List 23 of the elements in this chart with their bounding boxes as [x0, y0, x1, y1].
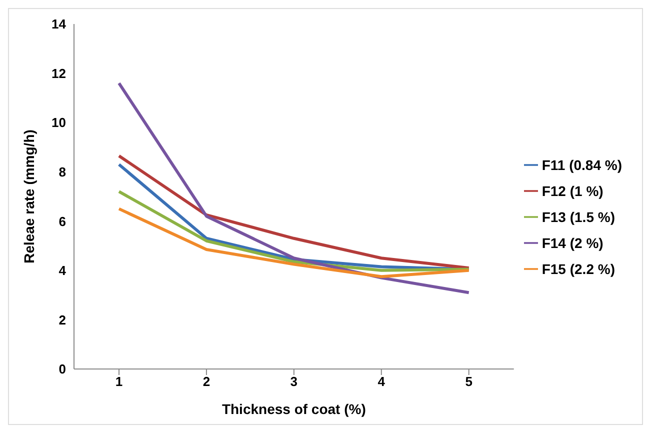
y-axis-title: Releae rate (mmg/h) [20, 130, 37, 264]
x-tick-label: 1 [115, 374, 123, 390]
y-tick-label: 12 [52, 66, 66, 81]
legend-label: F12 (1 %) [542, 182, 604, 198]
x-tick-label: 3 [290, 374, 298, 390]
x-tick-label: 4 [378, 374, 386, 390]
y-tick-label: 8 [58, 164, 66, 180]
legend-label: F14 (2 %) [542, 234, 604, 250]
y-tick-label: 10 [52, 115, 66, 130]
legend-label: F15 (2.2 %) [542, 260, 615, 276]
y-tick-label: 14 [52, 16, 67, 32]
x-tick-label: 5 [465, 374, 472, 390]
x-tick-label: 2 [202, 374, 210, 390]
legend-label: F11 (0.84 %) [542, 156, 622, 172]
line-series [118, 207, 470, 278]
legend-label: F13 (1.5 %) [542, 208, 615, 224]
y-tick-label: 6 [58, 214, 66, 229]
x-axis-title: Thickness of coat (%) [222, 401, 366, 417]
y-tick-label: 0 [58, 362, 66, 377]
y-tick-label: 2 [58, 312, 66, 328]
y-tick-label: 4 [58, 263, 67, 278]
line-series [118, 82, 470, 294]
line-series [118, 190, 470, 272]
